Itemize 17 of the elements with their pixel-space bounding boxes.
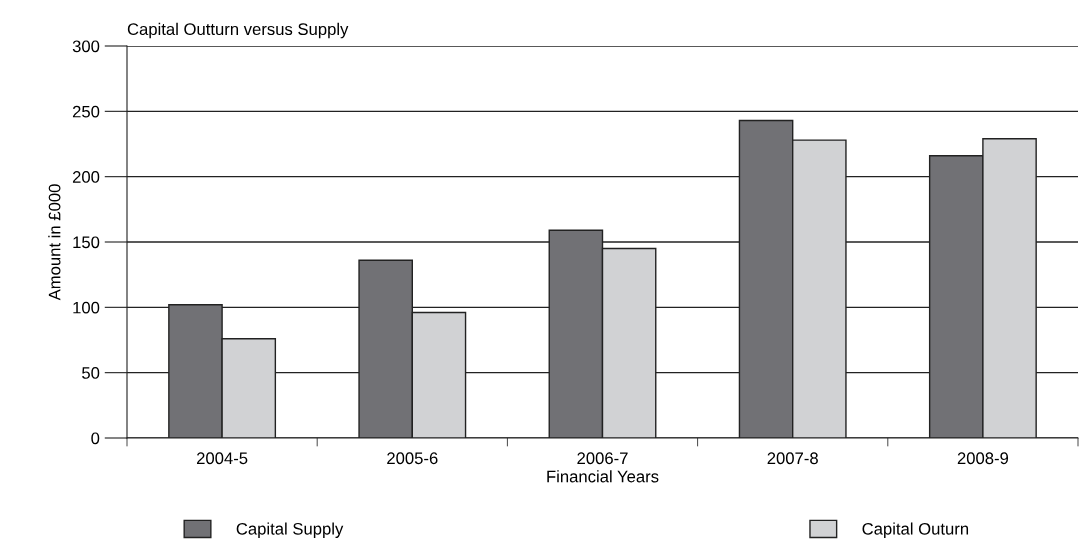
y-tick-label: 100 <box>73 301 100 314</box>
y-tick-label: 250 <box>72 105 100 118</box>
legend-label: Capital Outurn <box>862 522 969 538</box>
x-tick-label: 2005-6 <box>387 452 438 465</box>
x-tick-label: 2008-9 <box>957 452 1009 465</box>
x-tick-label: 2004-5 <box>196 452 248 465</box>
chart-title: Capital Outturn versus Supply <box>127 22 349 39</box>
y-tick-label: 300 <box>72 40 100 53</box>
y-tick-label: 150 <box>73 236 100 249</box>
y-tick-label: 50 <box>82 367 100 379</box>
x-axis-title: Financial Years <box>547 470 659 483</box>
x-tick-label: 2006-7 <box>577 452 628 465</box>
y-tick-label: 0 <box>91 432 100 445</box>
legend-label: Capital Supply <box>236 522 344 538</box>
y-axis-title: Amount in £000 <box>48 184 61 301</box>
y-tick-label: 200 <box>72 171 100 183</box>
x-tick-label: 2007-8 <box>767 452 818 465</box>
